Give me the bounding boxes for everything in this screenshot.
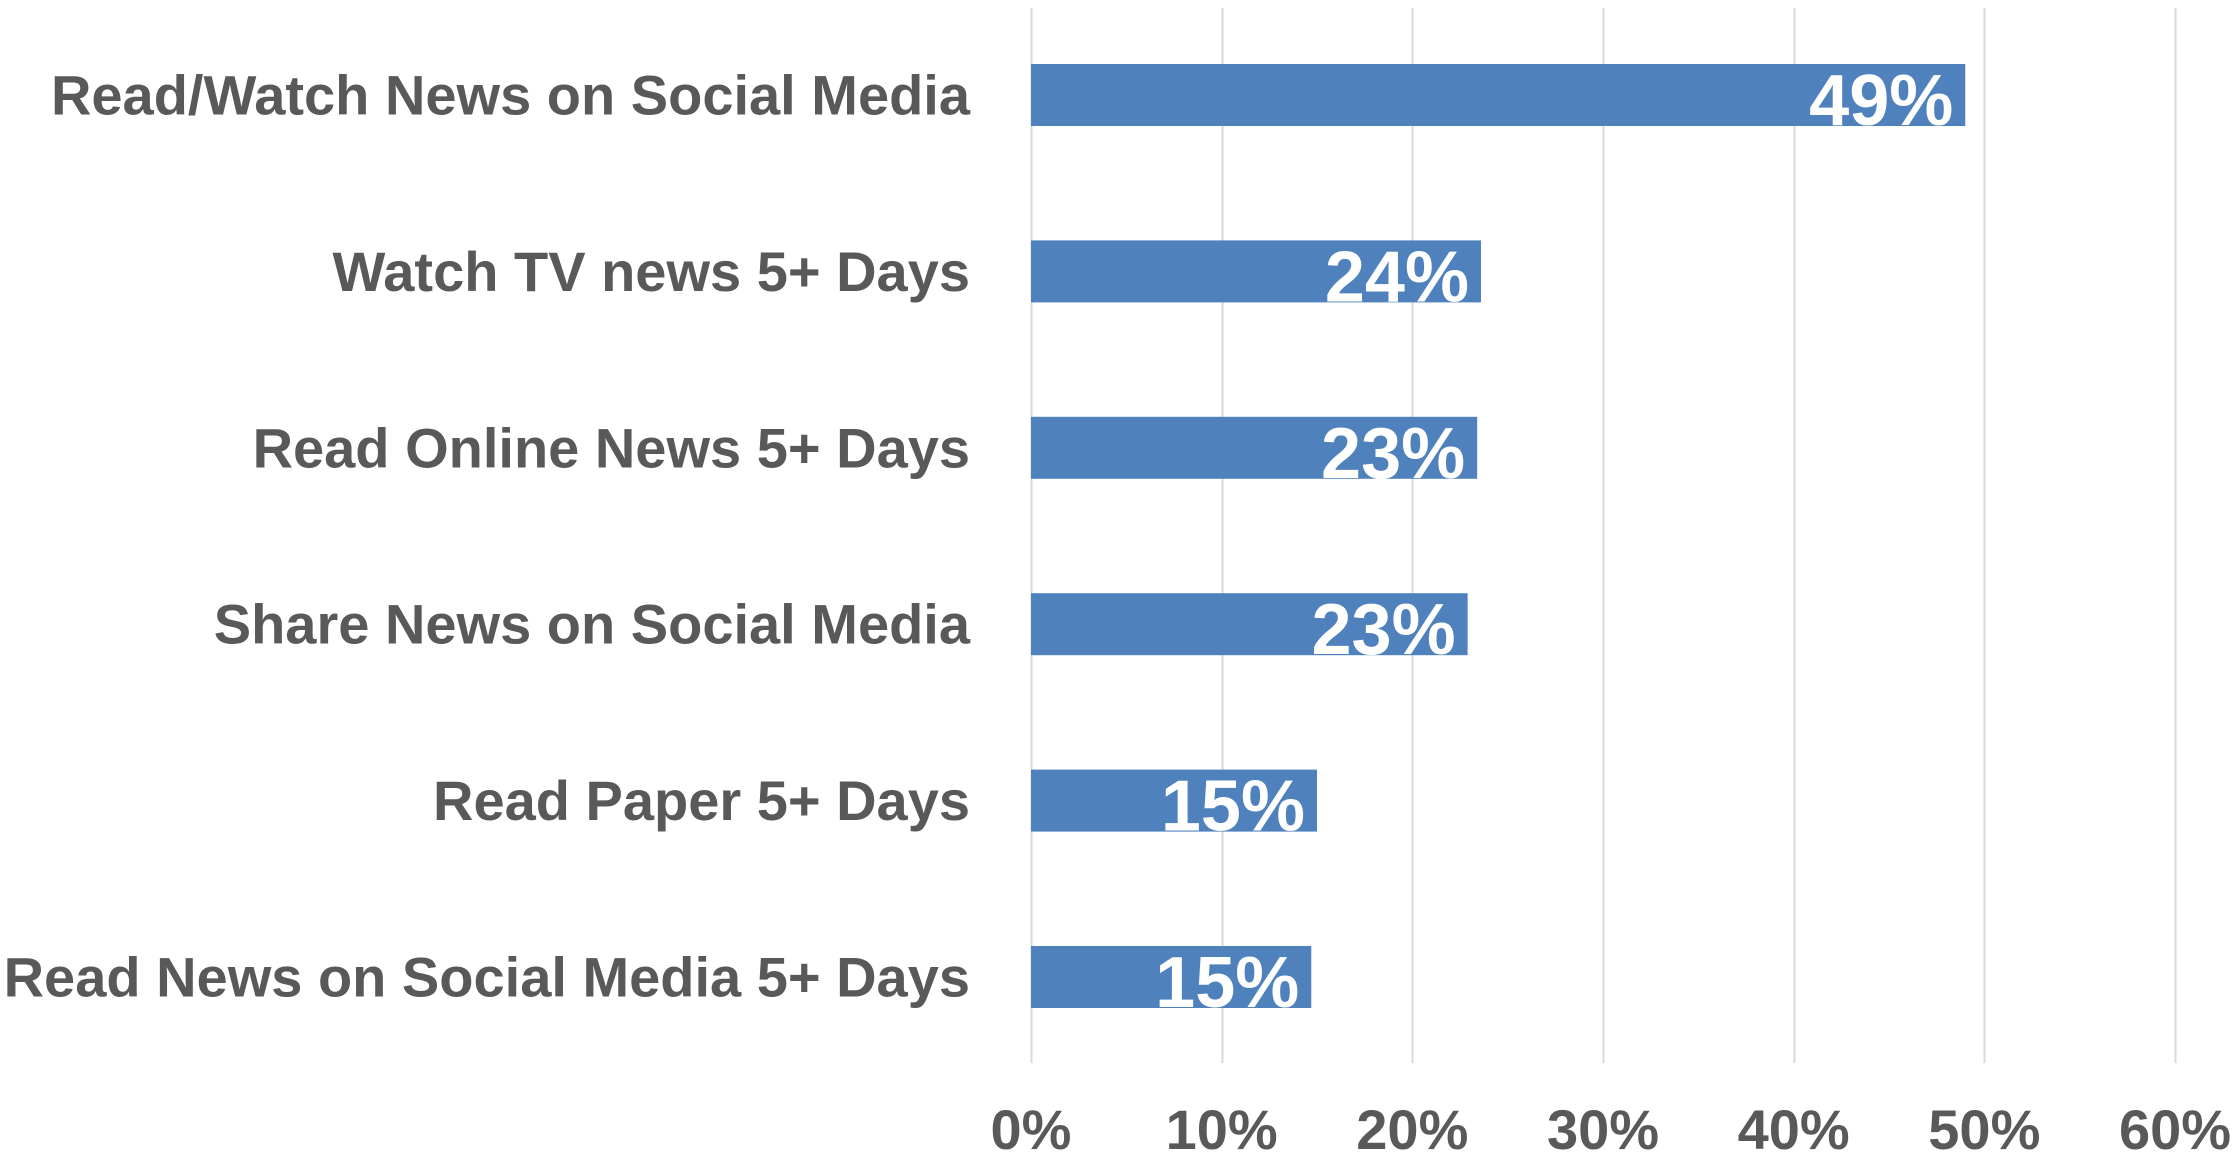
x-tick-label: 20% — [1356, 1098, 1468, 1161]
x-tick-label: 0% — [991, 1098, 1072, 1161]
category-label: Watch TV news 5+ Days — [333, 240, 971, 303]
bar — [1031, 769, 1317, 832]
data-labels: 49% 24% 23% 23% 15% 15% — [1155, 61, 1953, 1023]
bar — [1031, 64, 1966, 126]
data-label: 15% — [1161, 767, 1305, 847]
category-label: Read News on Social Media 5+ Days — [4, 946, 970, 1009]
bars — [1031, 64, 1966, 1008]
data-label: 24% — [1325, 237, 1469, 317]
category-label: Read/Watch News on Social Media — [51, 64, 971, 127]
bar — [1031, 240, 1481, 303]
category-label: Read Online News 5+ Days — [253, 416, 970, 479]
x-tick-label: 10% — [1166, 1098, 1278, 1161]
category-labels: Read/Watch News on Social Media Watch TV … — [4, 64, 971, 1009]
x-tick-label: 40% — [1738, 1098, 1850, 1161]
x-axis-tick-labels: 0% 10% 20% 30% 40% 50% 60% — [991, 1098, 2232, 1161]
x-tick-label: 30% — [1547, 1098, 1659, 1161]
bar — [1031, 416, 1478, 479]
x-tick-label: 50% — [1928, 1098, 2040, 1161]
bar — [1031, 593, 1468, 656]
bar — [1031, 946, 1312, 1008]
data-label: 15% — [1155, 943, 1299, 1023]
category-label: Share News on Social Media — [214, 593, 971, 656]
data-label: 23% — [1321, 414, 1465, 494]
data-label: 23% — [1312, 590, 1456, 670]
x-tick-label: 60% — [2119, 1098, 2231, 1161]
data-label: 49% — [1809, 61, 1953, 141]
gridlines — [1030, 8, 2177, 1063]
category-label: Read Paper 5+ Days — [433, 769, 970, 832]
